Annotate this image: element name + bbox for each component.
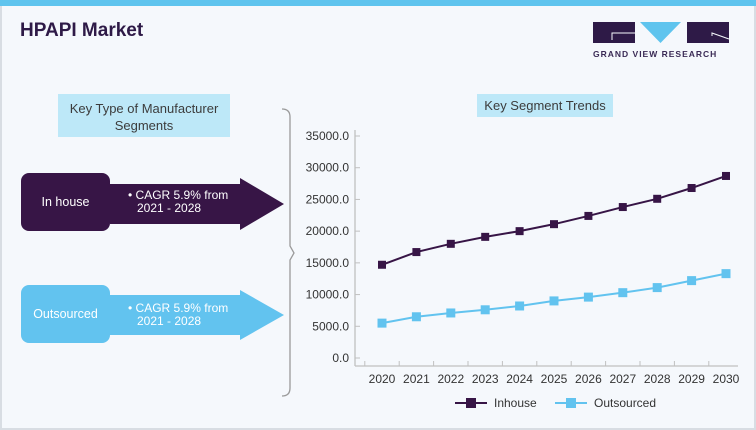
- bullet: •: [128, 188, 136, 202]
- x-tick-label: 2026: [575, 372, 602, 386]
- data-point-outsourced: [446, 308, 456, 318]
- segment-outsourced-label: Outsourced: [33, 307, 98, 321]
- bullet: •: [128, 301, 136, 315]
- data-point-inhouse: [584, 211, 593, 220]
- data-point-inhouse: [550, 220, 558, 229]
- x-tick-label: 2028: [644, 372, 671, 386]
- data-point-inhouse: [618, 203, 627, 212]
- x-tick-label: 2023: [472, 372, 499, 386]
- data-point-inhouse: [653, 194, 662, 203]
- data-point-inhouse: [446, 239, 455, 248]
- chart-title-box: Key Segment Trends: [477, 94, 613, 117]
- data-point-inhouse: [722, 171, 730, 180]
- logo-right-block: [687, 22, 729, 43]
- y-tick-label: 10000.0: [306, 288, 350, 302]
- data-point-inhouse: [378, 260, 386, 269]
- y-axis-ticks: 0.0 5000.0 10000.0 15000.0 20000.0 25000.0 300…: [306, 129, 360, 365]
- x-tick-label: 2022: [437, 372, 464, 386]
- y-tick-label: 25000.0: [306, 192, 350, 206]
- chart-series: [377, 171, 731, 328]
- y-tick-label: 15000.0: [306, 256, 350, 270]
- segment-outsourced-cagr-text: CAGR 5.9% from: [135, 301, 229, 315]
- data-point-outsourced: [480, 305, 490, 315]
- segment-outsourced-cagr: • CAGR 5.9% from 2021 - 2028: [128, 302, 228, 328]
- x-tick-label: 2025: [541, 372, 568, 386]
- segment-inhouse-period: 2021 - 2028: [137, 201, 202, 215]
- data-point-inhouse: [515, 227, 524, 236]
- legend-marker-outsourced: [566, 398, 576, 408]
- bracket-divider: [281, 108, 295, 397]
- data-point-outsourced: [721, 269, 731, 279]
- data-point-outsourced: [411, 312, 421, 322]
- y-tick-label: 5000.0: [312, 319, 349, 333]
- legend-marker-inhouse: [466, 398, 476, 408]
- data-point-inhouse: [412, 248, 421, 257]
- legend-label-outsourced: Outsourced: [594, 396, 656, 410]
- data-point-inhouse: [687, 184, 696, 193]
- bottom-border: [0, 428, 756, 430]
- y-tick-label: 20000.0: [306, 224, 350, 238]
- top-accent-bar: [0, 0, 756, 6]
- manufacturer-segments-heading-text: Key Type of Manufacturer Segments: [69, 100, 219, 133]
- logo-left-mark: [611, 32, 635, 40]
- x-tick-label: 2021: [403, 372, 430, 386]
- x-tick-label: 2029: [678, 372, 705, 386]
- y-tick-label: 35000.0: [306, 129, 350, 143]
- segment-inhouse-box: In house: [21, 173, 110, 231]
- data-point-outsourced: [583, 292, 593, 302]
- data-point-outsourced: [549, 296, 559, 306]
- data-point-outsourced: [652, 283, 662, 293]
- x-axis-ticks: 2020 2021 2022 2023 2024 2025 2026 2027 2028 2029…: [364, 361, 740, 386]
- x-tick-label: 2020: [369, 372, 396, 386]
- y-tick-label: 30000.0: [306, 161, 350, 175]
- data-point-outsourced: [515, 301, 525, 311]
- segment-inhouse-arrow: [110, 178, 284, 230]
- segment-inhouse-cagr: • CAGR 5.9% from 2021 - 2028: [128, 189, 228, 215]
- grand-view-research-logo: [593, 22, 730, 43]
- page-title: HPAPI Market: [20, 20, 144, 41]
- legend-label-inhouse: Inhouse: [494, 396, 537, 410]
- x-tick-label: 2024: [506, 372, 533, 386]
- chart-title: Key Segment Trends: [484, 98, 606, 113]
- segment-outsourced-arrow: [110, 290, 284, 340]
- chart-legend: Inhouse Outsourced: [455, 396, 656, 410]
- logo-triangle: [640, 22, 681, 43]
- x-tick-label: 2027: [609, 372, 636, 386]
- data-point-outsourced: [618, 288, 628, 298]
- segment-outsourced-box: Outsourced: [21, 285, 110, 343]
- data-point-outsourced: [377, 318, 387, 328]
- x-tick-label: 2030: [713, 372, 740, 386]
- y-tick-label: 0.0: [332, 351, 349, 365]
- segment-inhouse-cagr-text: CAGR 5.9% from: [135, 188, 229, 202]
- logo-text: GRAND VIEW RESEARCH: [593, 49, 718, 59]
- data-point-inhouse: [481, 232, 490, 241]
- manufacturer-segments-heading: Key Type of Manufacturer Segments: [58, 94, 230, 137]
- segment-outsourced-period: 2021 - 2028: [137, 314, 202, 328]
- segment-inhouse-label: In house: [41, 195, 90, 209]
- left-border: [0, 6, 2, 430]
- chart-axes: [354, 130, 738, 367]
- logo-right-mark: [711, 32, 730, 40]
- right-border: [754, 6, 756, 430]
- data-point-outsourced: [687, 276, 697, 286]
